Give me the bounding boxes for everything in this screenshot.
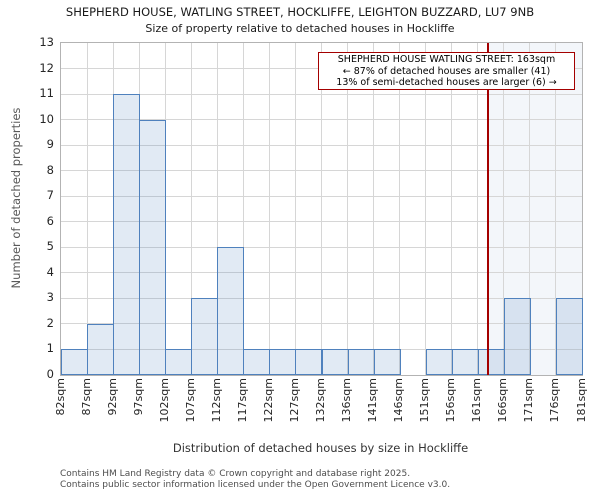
annotation-line-3: 13% of semi-detached houses are larger (… <box>336 77 557 88</box>
x-tick-label: 127sqm <box>287 378 301 423</box>
x-tick-label: 141sqm <box>366 378 380 423</box>
y-tick-label: 12 <box>39 60 54 75</box>
bar <box>321 349 349 375</box>
bar <box>269 349 297 375</box>
y-tick-label: 3 <box>46 290 54 305</box>
x-tick-label: 171sqm <box>522 378 536 423</box>
x-tick-label: 102sqm <box>157 378 171 423</box>
bar <box>61 349 89 375</box>
x-tick-label: 112sqm <box>209 378 223 423</box>
y-axis-title: Number of detached properties <box>9 107 23 289</box>
v-gridline <box>529 43 531 375</box>
bar <box>295 349 323 375</box>
page-subtitle: Size of property relative to detached ho… <box>145 22 455 35</box>
v-gridline <box>373 43 375 375</box>
v-gridline <box>294 43 296 375</box>
x-axis-title: Distribution of detached houses by size … <box>172 441 469 455</box>
y-tick-label: 6 <box>46 213 54 228</box>
bar <box>113 94 141 375</box>
v-gridline <box>268 43 270 375</box>
v-gridline <box>477 43 479 375</box>
x-tick-label: 107sqm <box>183 378 197 423</box>
annotation-box: SHEPHERD HOUSE WATLING STREET: 163sqm ← … <box>318 52 575 90</box>
y-tick-label: 4 <box>46 264 54 279</box>
x-tick-label: 97sqm <box>131 378 145 416</box>
x-tick-label: 146sqm <box>392 378 406 423</box>
bar <box>503 298 531 375</box>
v-gridline <box>503 43 505 375</box>
y-tick-label: 10 <box>39 111 54 126</box>
v-gridline <box>86 43 88 375</box>
x-tick-label: 156sqm <box>444 378 458 423</box>
bar <box>373 349 401 375</box>
bar <box>139 119 167 375</box>
x-tick-label: 122sqm <box>261 378 275 423</box>
y-tick-label: 7 <box>46 188 54 203</box>
bar <box>425 349 453 375</box>
annotation-line-1: SHEPHERD HOUSE WATLING STREET: 163sqm <box>337 54 556 65</box>
v-gridline <box>242 43 244 375</box>
annotation-line-2: ← 87% of detached houses are smaller (41… <box>342 65 551 77</box>
v-gridline <box>321 43 322 375</box>
x-tick-label: 181sqm <box>574 378 588 423</box>
bar <box>243 349 271 375</box>
page-title: SHEPHERD HOUSE, WATLING STREET, HOCKLIFF… <box>65 5 535 19</box>
x-tick-label: 176sqm <box>548 378 562 423</box>
bar <box>87 323 115 375</box>
y-tick-label: 1 <box>46 341 54 356</box>
v-gridline <box>190 43 192 375</box>
v-gridline <box>347 43 349 375</box>
y-tick-label: 0 <box>46 367 54 381</box>
marker-line <box>487 43 489 375</box>
x-tick-label: 161sqm <box>470 378 484 423</box>
x-tick-label: 136sqm <box>340 378 354 423</box>
bar <box>451 349 479 375</box>
y-tick-label: 2 <box>46 315 54 330</box>
x-tick-label: 92sqm <box>105 378 119 416</box>
v-gridline <box>399 43 401 375</box>
footer-line-2: Contains public sector information licen… <box>60 479 451 490</box>
bar <box>191 298 219 375</box>
v-gridline <box>451 43 453 375</box>
y-tick-label: 5 <box>46 239 54 254</box>
bar <box>555 298 583 375</box>
bar <box>347 349 375 375</box>
bar <box>165 349 193 375</box>
footer-line-1: Contains HM Land Registry data © Crown c… <box>60 469 411 479</box>
x-tick-label: 117sqm <box>235 378 249 423</box>
v-gridline <box>216 43 218 375</box>
bar <box>477 349 505 375</box>
y-tick-label: 8 <box>46 162 54 177</box>
y-tick-label: 13 <box>39 35 54 49</box>
y-tick-label: 11 <box>39 86 54 101</box>
plot-area: SHEPHERD HOUSE WATLING STREET: 163sqm ← … <box>60 42 583 376</box>
bar <box>217 247 245 375</box>
v-gridline <box>555 43 557 375</box>
x-tick-label: 166sqm <box>496 378 510 423</box>
x-tick-label: 132sqm <box>314 378 327 423</box>
x-tick-label: 82sqm <box>53 378 67 416</box>
x-tick-label: 87sqm <box>79 378 93 416</box>
x-tick-label: 151sqm <box>418 378 432 423</box>
y-tick-label: 9 <box>46 137 54 152</box>
v-gridline <box>425 43 427 375</box>
